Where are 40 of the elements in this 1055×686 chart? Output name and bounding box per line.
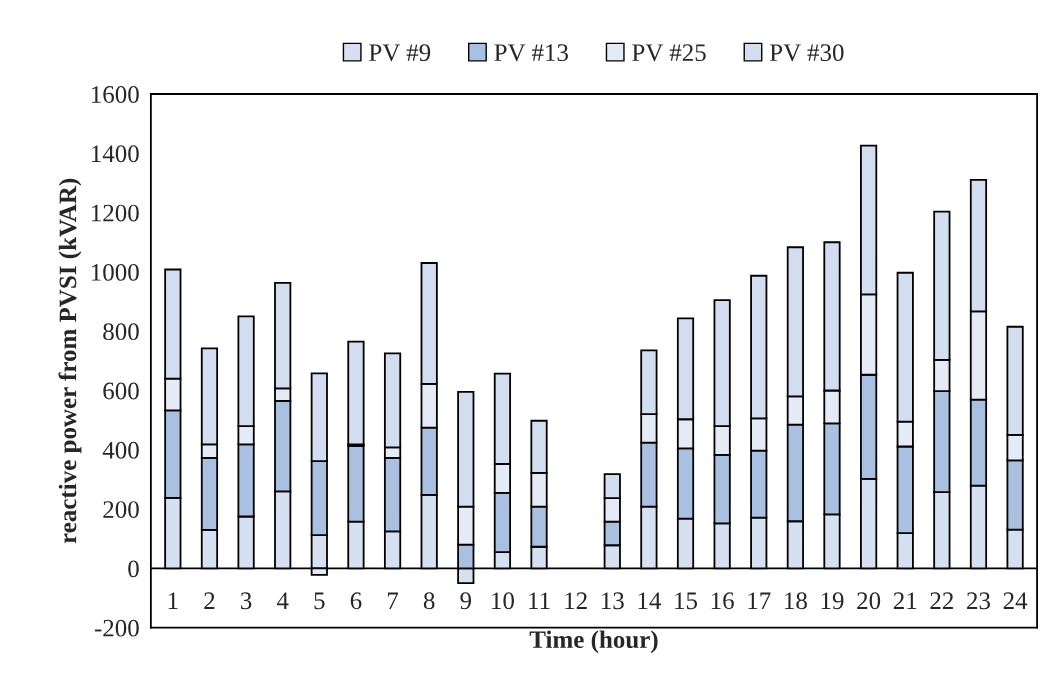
x-tick-label: 20 xyxy=(857,592,881,610)
x-tick-label: 19 xyxy=(821,592,844,610)
x-tick-label: 6 xyxy=(350,592,362,610)
x-tick-label: 10 xyxy=(492,592,514,610)
legend-label: PV #9 xyxy=(369,44,431,62)
x-tick-label: 11 xyxy=(529,592,550,609)
y-tick-label: 0 xyxy=(128,560,139,578)
x-tick-label: 14 xyxy=(638,592,661,609)
x-tick-label: 21 xyxy=(893,592,917,609)
y-tick-label: 1600 xyxy=(91,86,139,103)
x-tick-label: 9 xyxy=(460,592,472,610)
legend-label: PV #13 xyxy=(494,44,568,62)
legend-label: PV #30 xyxy=(769,44,844,62)
x-tick-label: 15 xyxy=(675,592,698,610)
x-tick-label: 3 xyxy=(241,592,252,610)
y-tick-label: -200 xyxy=(94,619,139,637)
x-tick-label: 17 xyxy=(748,592,771,609)
x-tick-label: 4 xyxy=(276,592,289,609)
y-tick-label: 400 xyxy=(102,441,139,459)
y-axis-title: reactive power from PVSI (kVAR) xyxy=(58,178,82,544)
x-tick-label: 8 xyxy=(423,592,435,610)
x-tick-label: 16 xyxy=(711,592,734,610)
x-tick-label: 12 xyxy=(565,592,587,609)
x-tick-label: 24 xyxy=(1003,592,1028,609)
x-tick-label: 22 xyxy=(930,592,953,609)
y-tick-label: 800 xyxy=(103,323,139,341)
x-tick-label: 2 xyxy=(204,592,215,609)
y-tick-label: 600 xyxy=(103,382,139,400)
y-tick-label: 200 xyxy=(103,501,139,519)
x-tick-label: 5 xyxy=(314,592,325,610)
y-tick-label: 1400 xyxy=(91,145,139,163)
y-tick-label: 1200 xyxy=(91,204,139,222)
legend-label: PV #25 xyxy=(632,44,706,62)
x-tick-label: 23 xyxy=(967,592,990,610)
y-tick-label: 1000 xyxy=(91,263,139,281)
x-tick-label: 1 xyxy=(168,592,178,609)
x-tick-label: 13 xyxy=(601,592,624,610)
x-tick-label: 18 xyxy=(785,592,807,610)
x-tick-label: 7 xyxy=(387,592,399,609)
x-axis-title: Time (hour) xyxy=(529,630,658,654)
